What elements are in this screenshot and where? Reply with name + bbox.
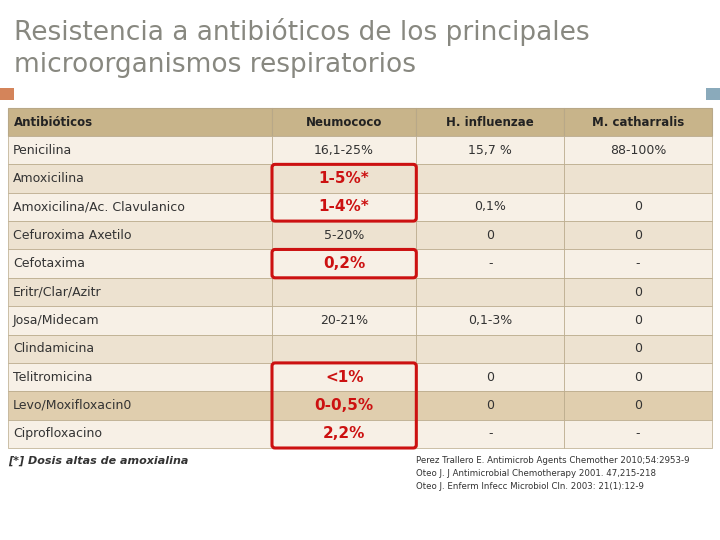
Bar [564,249,712,278]
Text: 0: 0 [634,370,642,383]
Bar [272,392,416,420]
Text: 0,1%: 0,1% [474,200,506,213]
Bar [8,278,272,306]
Text: 0-0,5%: 0-0,5% [315,398,374,413]
Text: 0,1-3%: 0,1-3% [468,314,513,327]
Text: Cefotaxima: Cefotaxima [13,257,85,270]
Bar [8,164,272,193]
Bar [272,363,416,391]
Text: 88-100%: 88-100% [610,144,666,157]
Text: Resistencia a antibióticos de los principales: Resistencia a antibióticos de los princi… [14,18,590,46]
Text: <1%: <1% [325,369,364,384]
Bar [416,164,564,193]
Bar [8,108,272,136]
Bar [564,363,712,391]
Text: Levo/Moxifloxacin0: Levo/Moxifloxacin0 [13,399,132,412]
Text: Neumococo: Neumococo [306,116,382,129]
Bar [272,420,416,448]
Bar [8,392,272,420]
Text: 0: 0 [634,314,642,327]
Bar [272,278,416,306]
Bar [272,136,416,164]
Text: 5-20%: 5-20% [324,229,364,242]
Bar [272,335,416,363]
Text: 0: 0 [486,399,494,412]
Bar [8,306,272,335]
Bar [564,108,712,136]
Bar [416,278,564,306]
Text: 1-5%*: 1-5%* [319,171,369,186]
Text: Amoxicilina: Amoxicilina [13,172,85,185]
Bar [564,392,712,420]
Bar [564,193,712,221]
Bar [564,278,712,306]
Text: Penicilina: Penicilina [13,144,72,157]
Text: Telitromicina: Telitromicina [13,370,92,383]
Text: Josa/Midecam: Josa/Midecam [13,314,99,327]
Bar [416,392,564,420]
Text: -: - [636,427,640,440]
Text: 0: 0 [634,200,642,213]
Bar [8,193,272,221]
Bar [416,335,564,363]
Bar [416,363,564,391]
Bar [8,221,272,249]
Text: Ciprofloxacino: Ciprofloxacino [13,427,102,440]
Text: 2,2%: 2,2% [323,426,365,441]
Text: 0: 0 [486,229,494,242]
Text: -: - [636,257,640,270]
Bar [564,420,712,448]
Bar [272,249,416,278]
Text: [*] Dosis altas de amoxialina: [*] Dosis altas de amoxialina [8,456,189,466]
Text: Oteo J. Enferm Infecc Microbiol Cln. 2003: 21(1):12-9: Oteo J. Enferm Infecc Microbiol Cln. 200… [416,482,644,491]
Text: M. catharralis: M. catharralis [592,116,684,129]
Bar [564,136,712,164]
Bar [564,164,712,193]
Bar [564,335,712,363]
Text: -: - [488,427,492,440]
Bar [8,420,272,448]
Bar [416,136,564,164]
Text: 0: 0 [486,370,494,383]
Text: 0: 0 [634,286,642,299]
Bar [416,108,564,136]
Bar [272,193,416,221]
Bar [272,108,416,136]
Bar [272,221,416,249]
Bar [0,88,14,100]
Bar [416,221,564,249]
Bar [416,249,564,278]
Bar [8,136,272,164]
Bar [564,306,712,335]
Text: -: - [488,257,492,270]
Text: 1-4%*: 1-4%* [319,199,369,214]
Text: 0: 0 [634,399,642,412]
Text: Eritr/Clar/Azitr: Eritr/Clar/Azitr [13,286,102,299]
Text: 16,1-25%: 16,1-25% [314,144,374,157]
Text: Oteo J. J Antimicrobial Chemotherapy 2001. 47,215-218: Oteo J. J Antimicrobial Chemotherapy 200… [416,469,657,478]
Bar [8,249,272,278]
Text: Clindamicina: Clindamicina [13,342,94,355]
Text: 0: 0 [634,229,642,242]
Bar [416,420,564,448]
Bar [272,306,416,335]
Bar [706,88,720,100]
Bar [8,363,272,391]
Text: 0: 0 [634,342,642,355]
Text: H. influenzae: H. influenzae [446,116,534,129]
Bar [416,193,564,221]
Text: Cefuroxima Axetilo: Cefuroxima Axetilo [13,229,132,242]
Text: 15,7 %: 15,7 % [468,144,512,157]
Text: Antibióticos: Antibióticos [14,116,93,129]
Bar [564,221,712,249]
Bar [8,335,272,363]
Text: Amoxicilina/Ac. Clavulanico: Amoxicilina/Ac. Clavulanico [13,200,185,213]
Bar [272,164,416,193]
Text: 0,2%: 0,2% [323,256,365,271]
Text: Perez Trallero E. Antimicrob Agents Chemother 2010;54:2953-9: Perez Trallero E. Antimicrob Agents Chem… [416,456,690,465]
Text: 20-21%: 20-21% [320,314,368,327]
Bar [416,306,564,335]
Text: microorganismos respiratorios: microorganismos respiratorios [14,52,416,78]
